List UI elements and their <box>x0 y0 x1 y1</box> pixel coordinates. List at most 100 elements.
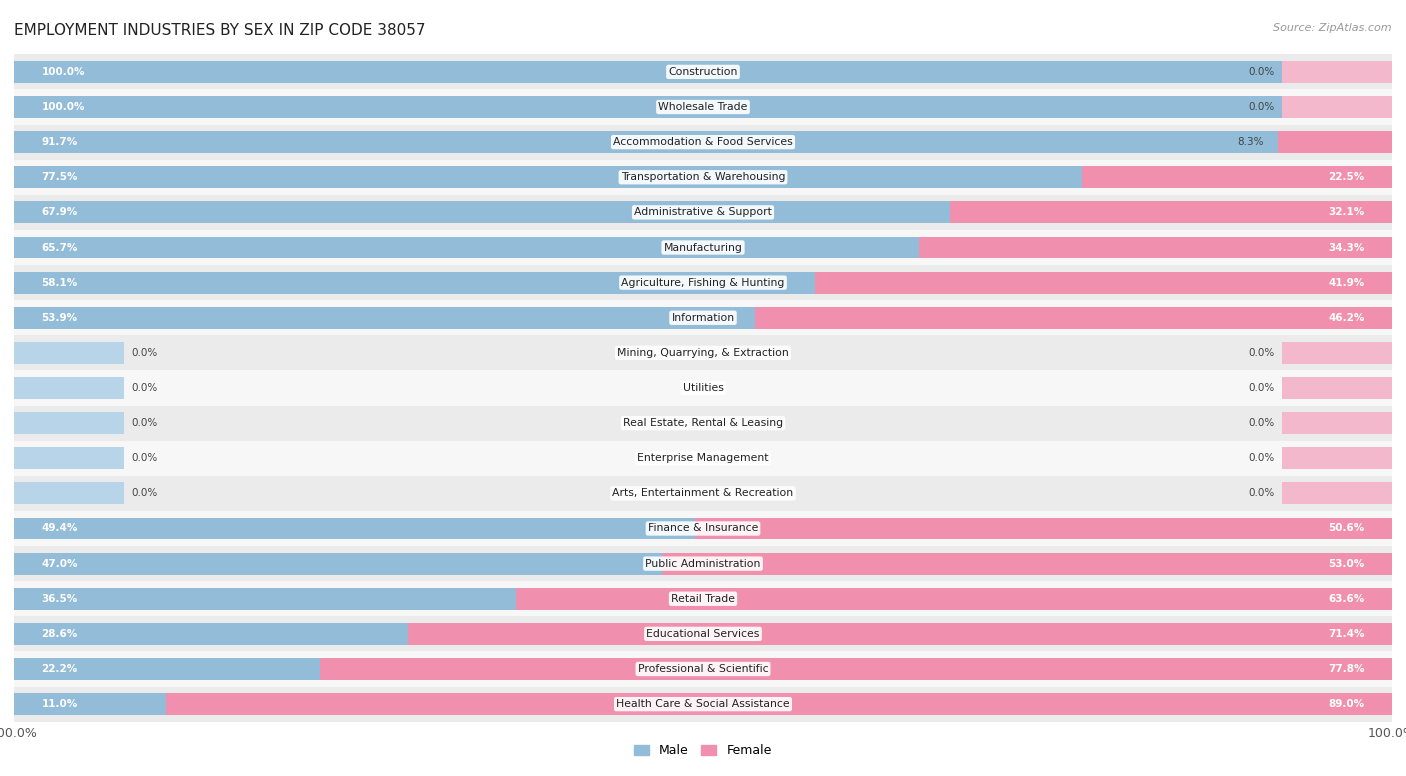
Bar <box>1282 412 1392 434</box>
Bar <box>14 370 1392 406</box>
Bar <box>14 623 408 645</box>
Text: 49.4%: 49.4% <box>42 524 77 533</box>
Text: 0.0%: 0.0% <box>131 348 157 358</box>
Text: Enterprise Management: Enterprise Management <box>637 453 769 463</box>
Text: 41.9%: 41.9% <box>1329 278 1364 288</box>
Text: 28.6%: 28.6% <box>42 629 77 639</box>
Bar <box>1278 131 1392 153</box>
Bar <box>321 658 1392 680</box>
Text: 77.5%: 77.5% <box>42 172 79 182</box>
Bar <box>166 693 1392 715</box>
Bar <box>1282 342 1392 364</box>
Bar <box>14 553 662 574</box>
Text: 65.7%: 65.7% <box>42 243 77 252</box>
Bar <box>14 476 1392 511</box>
Bar <box>14 687 1392 722</box>
Bar <box>14 588 517 610</box>
Text: Utilities: Utilities <box>682 383 724 393</box>
Text: Real Estate, Rental & Leasing: Real Estate, Rental & Leasing <box>623 418 783 428</box>
Bar <box>1282 61 1392 83</box>
Text: 77.8%: 77.8% <box>1327 664 1364 674</box>
Text: 46.2%: 46.2% <box>1329 313 1364 323</box>
Bar <box>1282 447 1392 469</box>
Bar <box>14 616 1392 651</box>
Text: 32.1%: 32.1% <box>1329 207 1364 217</box>
Text: Agriculture, Fishing & Hunting: Agriculture, Fishing & Hunting <box>621 278 785 288</box>
Bar <box>14 125 1392 160</box>
Text: 53.0%: 53.0% <box>1329 559 1364 569</box>
Text: 100.0%: 100.0% <box>42 102 86 112</box>
Bar <box>516 588 1392 610</box>
Bar <box>14 518 695 539</box>
Bar <box>14 342 124 364</box>
Bar <box>14 272 814 293</box>
Text: Professional & Scientific: Professional & Scientific <box>638 664 768 674</box>
Bar <box>662 553 1392 574</box>
Text: 0.0%: 0.0% <box>131 418 157 428</box>
Legend: Male, Female: Male, Female <box>630 740 776 762</box>
Bar <box>14 131 1278 153</box>
Bar <box>14 447 124 469</box>
Bar <box>14 658 321 680</box>
Bar <box>14 96 1392 118</box>
Text: 0.0%: 0.0% <box>1249 418 1275 428</box>
Text: 0.0%: 0.0% <box>1249 383 1275 393</box>
Bar <box>14 651 1392 687</box>
Bar <box>14 300 1392 335</box>
Text: 0.0%: 0.0% <box>1249 453 1275 463</box>
Bar <box>14 693 166 715</box>
Bar <box>920 237 1392 258</box>
Text: Finance & Insurance: Finance & Insurance <box>648 524 758 533</box>
Text: Educational Services: Educational Services <box>647 629 759 639</box>
Text: 0.0%: 0.0% <box>1249 488 1275 498</box>
Text: Construction: Construction <box>668 67 738 77</box>
Bar <box>1282 377 1392 399</box>
Text: Source: ZipAtlas.com: Source: ZipAtlas.com <box>1274 23 1392 33</box>
Text: 36.5%: 36.5% <box>42 594 77 604</box>
Text: 0.0%: 0.0% <box>131 453 157 463</box>
Text: EMPLOYMENT INDUSTRIES BY SEX IN ZIP CODE 38057: EMPLOYMENT INDUSTRIES BY SEX IN ZIP CODE… <box>14 23 426 38</box>
Bar <box>14 412 124 434</box>
Text: Accommodation & Food Services: Accommodation & Food Services <box>613 137 793 147</box>
Bar <box>14 511 1392 546</box>
Bar <box>14 546 1392 581</box>
Text: 58.1%: 58.1% <box>42 278 77 288</box>
Text: Wholesale Trade: Wholesale Trade <box>658 102 748 112</box>
Bar <box>14 54 1392 89</box>
Bar <box>1282 483 1392 504</box>
Bar <box>814 272 1392 293</box>
Text: Health Care & Social Assistance: Health Care & Social Assistance <box>616 699 790 709</box>
Bar <box>14 581 1392 616</box>
Bar <box>14 160 1392 195</box>
Text: 67.9%: 67.9% <box>42 207 77 217</box>
Text: 100.0%: 100.0% <box>42 67 86 77</box>
Bar <box>14 377 124 399</box>
Bar <box>14 166 1083 188</box>
Bar <box>14 406 1392 441</box>
Bar <box>14 230 1392 265</box>
Text: 22.5%: 22.5% <box>1329 172 1364 182</box>
Bar <box>949 202 1392 223</box>
Text: Public Administration: Public Administration <box>645 559 761 569</box>
Bar <box>14 61 1392 83</box>
Bar <box>695 518 1392 539</box>
Bar <box>408 623 1392 645</box>
Text: 47.0%: 47.0% <box>42 559 79 569</box>
Text: 0.0%: 0.0% <box>131 488 157 498</box>
Text: 53.9%: 53.9% <box>42 313 77 323</box>
Bar <box>14 441 1392 476</box>
Text: 91.7%: 91.7% <box>42 137 77 147</box>
Bar <box>14 307 756 329</box>
Text: 11.0%: 11.0% <box>42 699 77 709</box>
Text: 22.2%: 22.2% <box>42 664 77 674</box>
Bar <box>14 202 949 223</box>
Text: Administrative & Support: Administrative & Support <box>634 207 772 217</box>
Text: Manufacturing: Manufacturing <box>664 243 742 252</box>
Text: 63.6%: 63.6% <box>1329 594 1364 604</box>
Bar <box>755 307 1392 329</box>
Text: 50.6%: 50.6% <box>1329 524 1364 533</box>
Bar <box>14 237 920 258</box>
Bar <box>1083 166 1392 188</box>
Text: 0.0%: 0.0% <box>1249 67 1275 77</box>
Text: 0.0%: 0.0% <box>131 383 157 393</box>
